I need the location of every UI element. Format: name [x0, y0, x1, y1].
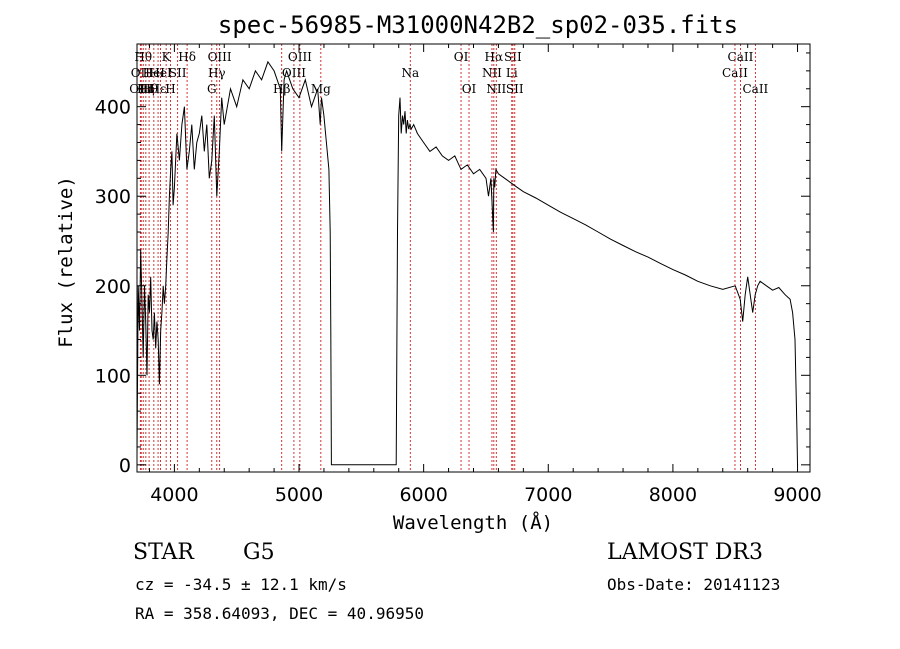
y-tick-label: 200 — [95, 276, 131, 298]
marker-label: H — [165, 82, 175, 96]
coordinates: RA = 358.64093, DEC = 40.96950 — [135, 604, 424, 623]
marker-label: OIII — [208, 50, 232, 64]
line-markers: OIIOIIIHθHηHθHeIHεHeIKHSIIHδGHγOIIIHβOII… — [129, 44, 769, 472]
y-tick-label: 100 — [95, 365, 131, 387]
marker-label: Hθ — [134, 50, 152, 64]
marker-label: K — [162, 50, 172, 64]
y-tick-label: 400 — [95, 97, 131, 119]
marker-label: CaII — [742, 82, 768, 96]
marker-label: Hε — [150, 82, 167, 96]
marker-label: Na — [401, 66, 419, 80]
spectrum-series — [136, 60, 798, 466]
redshift-cz: cz = -34.5 ± 12.1 km/s — [135, 575, 347, 594]
object-class: STAR — [133, 540, 194, 565]
x-tick-label: 7000 — [524, 484, 572, 506]
marker-label: SII — [169, 66, 187, 80]
x-tick-label: 6000 — [399, 484, 447, 506]
survey-name: LAMOST DR3 — [607, 540, 763, 565]
marker-label: Mg — [311, 82, 331, 96]
marker-label: Hγ — [208, 66, 226, 80]
marker-label: HeI — [143, 66, 166, 80]
x-tick-label: 9000 — [773, 484, 821, 506]
marker-label: OIII — [288, 50, 312, 64]
object-subclass: G5 — [243, 540, 275, 565]
marker-label: CaII — [728, 50, 754, 64]
y-axis-label: Flux (relative) — [55, 176, 77, 348]
x-axis-label: Wavelength (Å) — [393, 511, 553, 534]
y-tick-label: 0 — [119, 455, 131, 477]
marker-label: OII — [131, 66, 151, 80]
marker-label: OI — [462, 82, 477, 96]
marker-label: SII — [504, 50, 522, 64]
y-axis-ticks: 0 100 200 300 400 — [95, 52, 810, 477]
y-tick-label: 300 — [95, 186, 131, 208]
marker-label: Hβ — [273, 82, 290, 96]
x-tick-label: 8000 — [649, 484, 697, 506]
marker-label: Hη — [137, 82, 155, 96]
marker-label: Li — [506, 66, 518, 80]
obs-date: Obs-Date: 20141123 — [607, 575, 781, 594]
x-tick-label: 4000 — [150, 484, 198, 506]
chart-title: spec-56985-M31000N42B2_sp02-035.fits — [218, 11, 738, 39]
marker-label: Hδ — [178, 50, 196, 64]
marker-label: SII — [506, 82, 524, 96]
x-tick-label: 5000 — [275, 484, 323, 506]
x-axis-ticks: 4000 5000 6000 7000 8000 9000 — [148, 44, 822, 506]
plot-frame — [136, 43, 811, 473]
marker-label: G — [207, 82, 217, 96]
marker-label: Hα — [485, 50, 504, 64]
marker-label: OIII — [129, 82, 153, 96]
spectrum-line — [136, 60, 798, 466]
marker-label: CaII — [722, 66, 748, 80]
marker-label: OI — [454, 50, 469, 64]
marker-label: NII — [482, 66, 502, 80]
marker-label: NII — [486, 82, 506, 96]
